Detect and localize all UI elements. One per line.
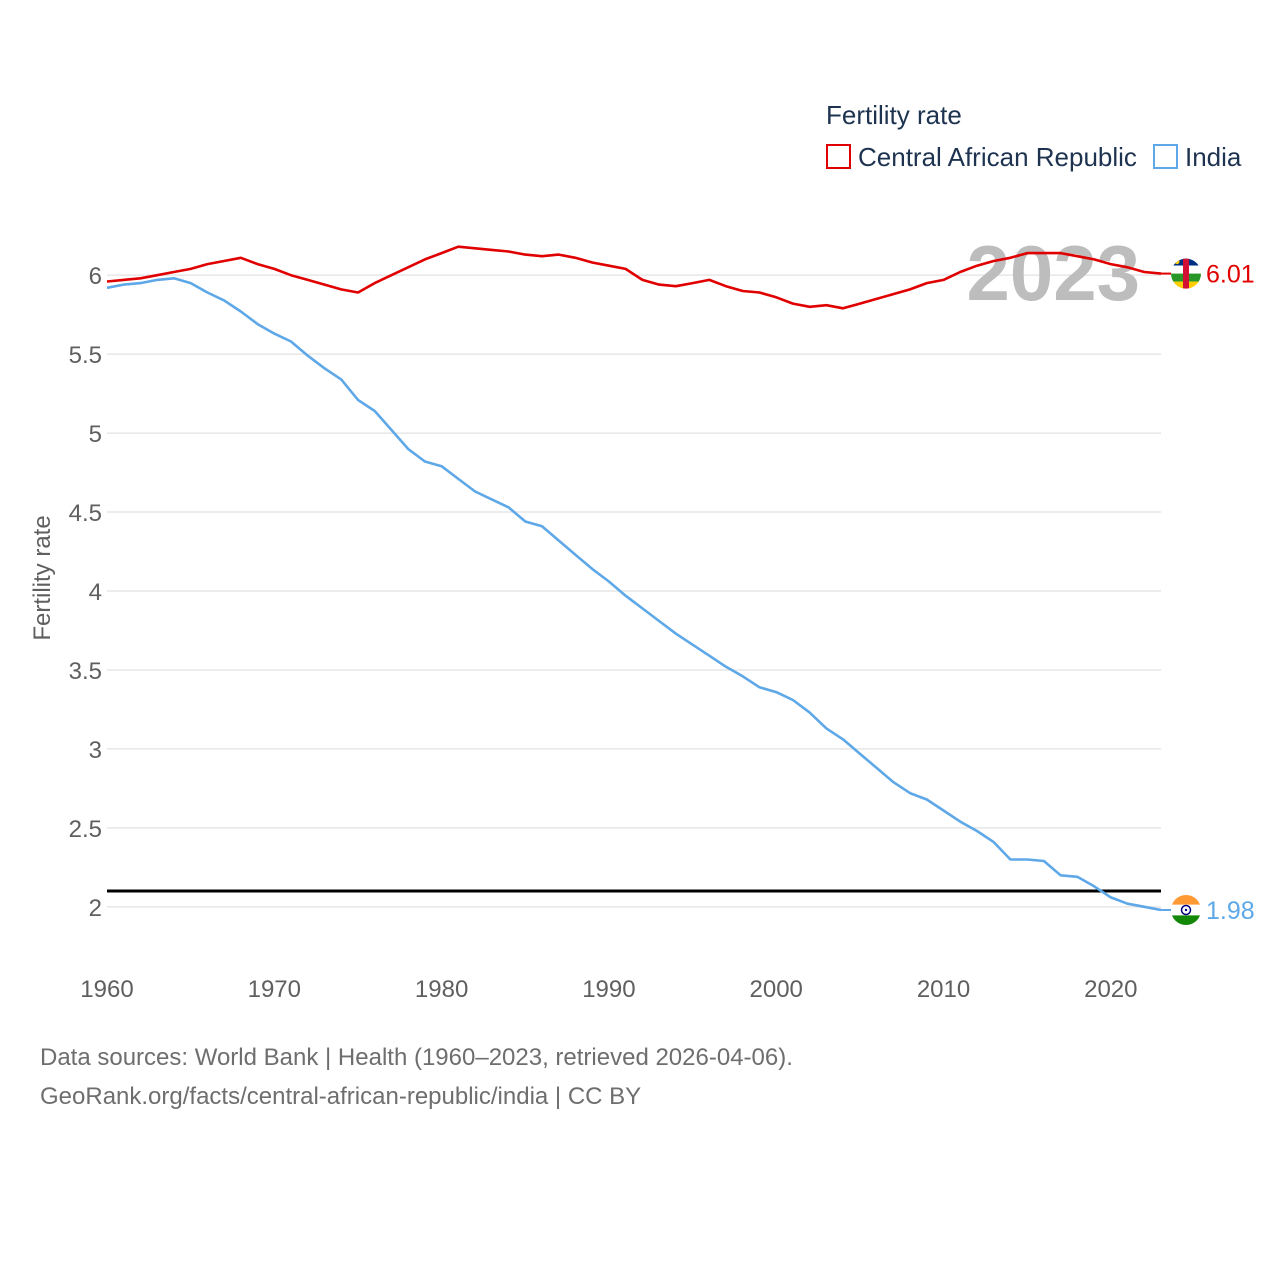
- y-tick-label: 2.5: [69, 816, 102, 843]
- legend: Fertility rate Central African Republic …: [826, 100, 1242, 172]
- x-tick-label: 1960: [80, 976, 133, 1003]
- y-tick-label: 6: [89, 263, 102, 290]
- x-axis-ticks: 1960 1970 1980 1990 2000 2010 2020: [80, 976, 1137, 1003]
- y-tick-label: 4.5: [69, 500, 102, 527]
- y-axis-label: Fertility rate: [29, 515, 56, 640]
- x-tick-label: 1990: [582, 976, 635, 1003]
- series-end-india: 1.98: [1161, 894, 1255, 925]
- end-value-central-african-republic: 6.01: [1206, 261, 1255, 289]
- x-tick-label: 1970: [248, 976, 301, 1003]
- series-line-central-african-republic[interactable]: [106, 245, 1162, 310]
- y-tick-label: 3.5: [69, 658, 102, 685]
- footer-attribution[interactable]: GeoRank.org/facts/central-african-republ…: [40, 1083, 642, 1110]
- series-lines: [106, 245, 1162, 912]
- legend-label-central-african-republic[interactable]: Central African Republic: [858, 142, 1137, 172]
- central-african-republic-flag-icon: [1171, 258, 1201, 289]
- y-tick-label: 5.5: [69, 342, 102, 369]
- y-tick-label: 5: [89, 421, 102, 448]
- y-tick-label: 3: [89, 737, 102, 764]
- year-label: 2023: [966, 229, 1140, 317]
- x-tick-label: 1980: [415, 976, 468, 1003]
- grid-lines: [107, 274, 1161, 908]
- legend-title: Fertility rate: [826, 100, 962, 130]
- legend-swatch-india: [1153, 144, 1178, 169]
- y-tick-label: 4: [89, 579, 102, 606]
- y-tick-label: 2: [89, 895, 102, 922]
- legend-label-india[interactable]: India: [1185, 142, 1242, 172]
- x-tick-label: 2000: [750, 976, 803, 1003]
- x-tick-label: 2020: [1084, 976, 1137, 1003]
- footer-sources: Data sources: World Bank | Health (1960–…: [40, 1044, 793, 1071]
- x-tick-label: 2010: [917, 976, 970, 1003]
- y-axis-ticks: 2 2.5 3 3.5 4 4.5 5 5.5 6: [69, 263, 102, 922]
- india-flag-icon: [1171, 894, 1201, 925]
- legend-swatch-central-african-republic: [826, 144, 851, 169]
- series-end-central-african-republic: 6.01: [1161, 258, 1255, 289]
- series-line-india[interactable]: [106, 276, 1162, 912]
- end-value-india: 1.98: [1206, 897, 1255, 925]
